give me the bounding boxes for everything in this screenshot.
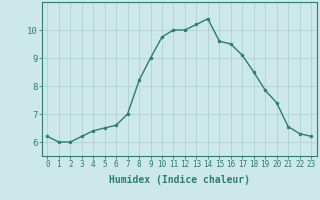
X-axis label: Humidex (Indice chaleur): Humidex (Indice chaleur) <box>109 175 250 185</box>
